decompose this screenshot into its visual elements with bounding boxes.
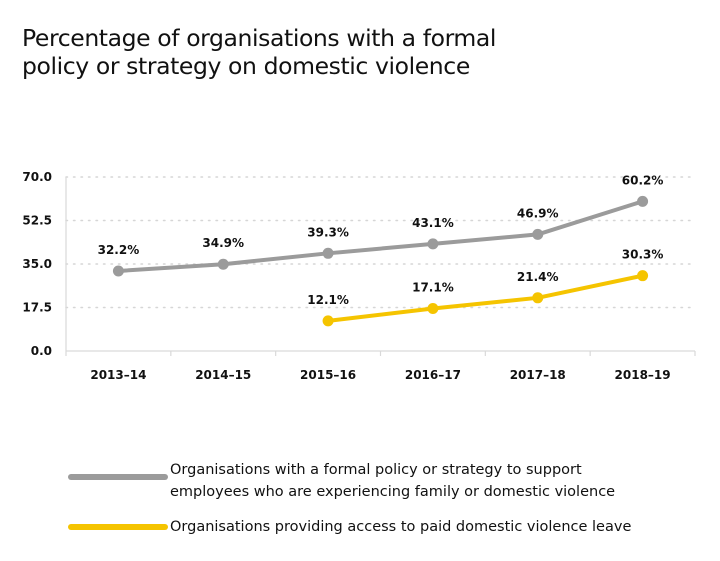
chart-title-line-2: policy or strategy on domestic violence	[22, 52, 470, 80]
data-label: 46.9%	[517, 206, 559, 220]
y-tick-label: 52.5	[22, 214, 52, 228]
data-labels: 32.2% 34.9% 39.3% 43.1% 46.9% 60.2% 12.1% 17.1%…	[98, 173, 664, 307]
legend-swatch-policy	[68, 474, 168, 480]
x-tick-label: 2014–15	[195, 368, 251, 382]
legend-label-policy-line-2: employees who are experiencing family or…	[170, 484, 616, 500]
legend-item-leave	[68, 524, 168, 530]
legend-label-policy: Organisations with a formal policy or st…	[170, 459, 690, 503]
series-line-2	[326, 273, 645, 323]
x-tick-label: 2015–16	[300, 368, 356, 382]
data-point	[532, 292, 544, 304]
legend-swatch-leave	[68, 524, 168, 530]
data-label: 30.3%	[622, 248, 664, 262]
data-point	[322, 315, 334, 327]
series-group	[112, 195, 649, 327]
legend-label-leave: Organisations providing access to paid d…	[170, 519, 632, 535]
data-point	[637, 195, 649, 207]
chart-title: Percentage of organisations with a forma…	[22, 24, 496, 80]
y-tick-label: 17.5	[22, 301, 52, 315]
data-label: 60.2%	[622, 173, 664, 187]
data-label: 21.4%	[517, 270, 559, 284]
legend-item-policy	[68, 474, 168, 480]
x-tick-label: 2016–17	[405, 368, 461, 382]
data-point	[217, 258, 229, 270]
data-label: 39.3%	[307, 225, 349, 239]
data-point	[427, 238, 439, 250]
axes: 0.0 17.5 35.0 52.5 70.0 2013–14 2014–15 2015–16…	[22, 170, 696, 382]
data-label: 43.1%	[412, 216, 454, 230]
y-tick-label: 0.0	[31, 344, 52, 358]
x-tick-label: 2013–14	[90, 368, 146, 382]
legend-label-policy-line-1: Organisations with a formal policy or st…	[170, 462, 582, 478]
series-line-1	[116, 199, 645, 273]
data-point	[427, 302, 439, 314]
data-label: 12.1%	[307, 293, 349, 307]
x-tick-label: 2018–19	[615, 368, 671, 382]
data-label: 32.2%	[98, 243, 140, 257]
data-point	[532, 228, 544, 240]
gridlines	[65, 176, 696, 309]
data-label: 34.9%	[202, 236, 244, 250]
y-tick-label: 70.0	[22, 170, 52, 184]
data-point	[322, 247, 334, 259]
data-point	[637, 270, 649, 282]
y-tick-label: 35.0	[22, 257, 52, 271]
x-tick-label: 2017–18	[510, 368, 566, 382]
data-label: 17.1%	[412, 280, 454, 294]
chart-title-line-1: Percentage of organisations with a forma…	[22, 24, 497, 52]
data-point	[112, 265, 124, 277]
